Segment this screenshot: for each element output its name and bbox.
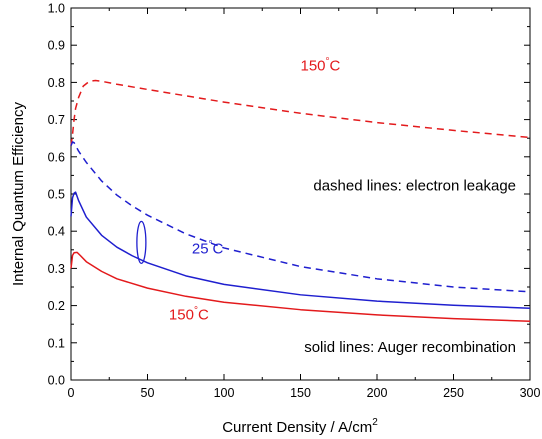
y-tick-label: 0.1 — [48, 336, 65, 350]
ellipse-marker-25c — [136, 220, 147, 265]
x-tick-label: 300 — [520, 386, 541, 400]
x-axis-title: Current Density / A/cm2 — [222, 417, 378, 436]
ellipse-markers — [136, 220, 147, 265]
y-tick-label: 0.0 — [48, 374, 65, 388]
y-tick-label: 0.4 — [48, 225, 65, 239]
y-tick-label: 0.7 — [48, 113, 65, 127]
y-tick-label: 0.8 — [48, 76, 65, 90]
y-tick-label: 0.9 — [48, 39, 65, 53]
x-tick-label: 200 — [367, 386, 388, 400]
y-tick-label: 0.3 — [48, 262, 65, 276]
y-tick-label: 0.2 — [48, 299, 65, 313]
x-tick-label: 50 — [141, 386, 155, 400]
annotation-4: solid lines: Auger recombination — [304, 339, 516, 356]
series-line-dashed-1 — [70, 141, 531, 293]
annotation-2: 25°C — [192, 240, 224, 258]
annotation-1: dashed lines: electron leakage — [313, 177, 516, 194]
y-tick-label: 0.5 — [48, 188, 65, 202]
series-line-solid-2 — [70, 191, 531, 309]
x-tick-label: 250 — [443, 386, 464, 400]
series-lines — [70, 79, 531, 322]
x-tick-label: 150 — [290, 386, 311, 400]
y-tick-label: 0.6 — [48, 150, 65, 164]
x-tick-label: 100 — [214, 386, 235, 400]
series-line-solid-3 — [70, 251, 531, 322]
annotations: 150°C dashed lines: electron leakage 25°C 1… — [169, 56, 516, 356]
annotation-3: 150°C — [169, 306, 209, 324]
y-axis-title: Internal Quantum Efficiency — [10, 102, 27, 286]
axis-tick-labels: 0 50 100 150 200 250 300 0.0 0.1 0.2 0.3 0.4 0.5 0.6 0… — [48, 2, 541, 401]
axis-ticks — [70, 7, 531, 381]
y-tick-label: 1.0 — [48, 2, 65, 16]
series-line-dashed-0 — [70, 79, 531, 146]
x-tick-label: 0 — [68, 386, 75, 400]
annotation-0: 150°C — [301, 56, 341, 74]
